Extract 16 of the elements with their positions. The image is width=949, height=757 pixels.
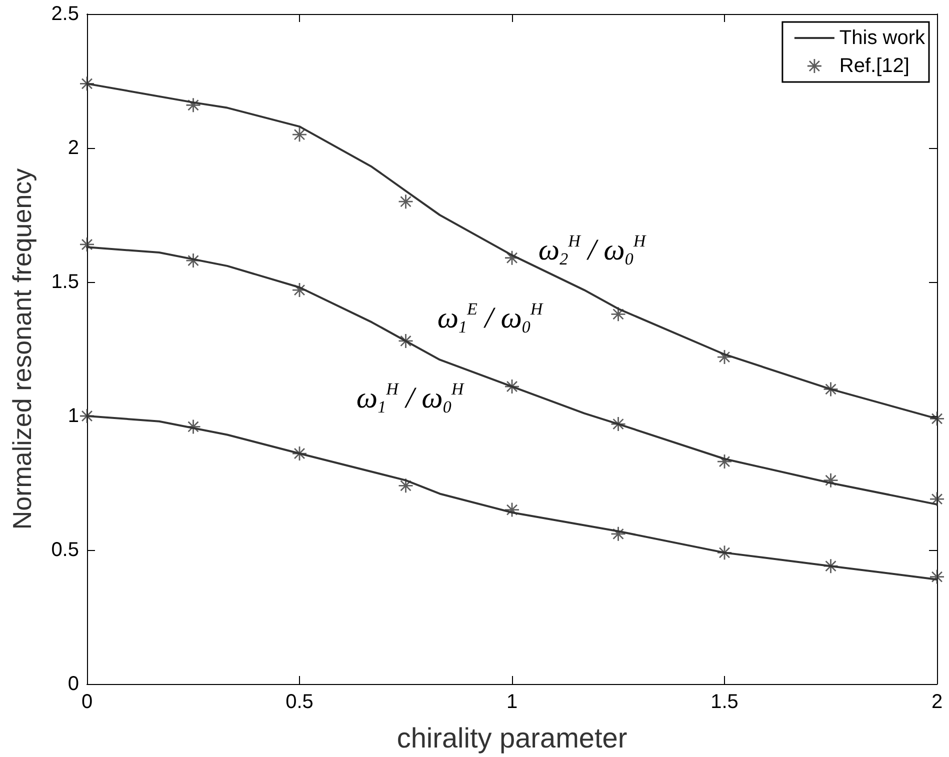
x-tick-label: 1.5: [710, 691, 738, 713]
y-tick-label: 0.5: [51, 539, 79, 561]
y-tick-label: 1.5: [51, 271, 79, 293]
y-tick-label: 1: [68, 405, 79, 427]
x-tick-label: 1: [506, 691, 518, 713]
y-tick-label: 2.5: [51, 3, 79, 25]
legend-label: This work: [839, 27, 926, 49]
y-axis-title: Normalized resonant frequency: [7, 168, 37, 530]
legend-label: Ref.[12]: [839, 55, 910, 77]
x-tick-label: 0.5: [286, 691, 314, 713]
x-tick-label: 0: [81, 691, 93, 713]
x-axis-title: chirality parameter: [396, 722, 628, 754]
point: [398, 194, 413, 209]
y-tick-label: 2: [68, 137, 79, 159]
x-tick-label: 2: [931, 691, 943, 713]
y-tick-label: 0: [68, 673, 79, 695]
